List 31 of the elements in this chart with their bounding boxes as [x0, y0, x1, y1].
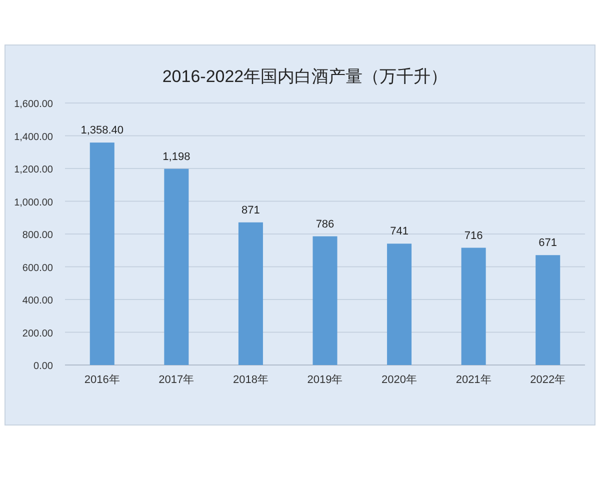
y-tick-label: 600.00 [22, 262, 54, 274]
y-tick-label: 0.00 [34, 361, 54, 372]
y-tick-label: 1,000.00 [14, 197, 54, 208]
data-label: 671 [538, 237, 558, 250]
x-tick-label: 2018年 [232, 374, 268, 386]
bar [387, 244, 412, 365]
y-tick-label: 1,600.00 [14, 99, 54, 110]
bar [536, 255, 560, 365]
data-label: 786 [316, 218, 334, 230]
bar [164, 168, 189, 365]
y-tick-label: 200.00 [22, 328, 54, 340]
x-tick-label: 2021年 [456, 374, 492, 386]
x-tick-label: 2020年 [382, 374, 418, 386]
x-tick-label: 2022年 [530, 374, 566, 386]
chart-title: 2016-2022年国内白酒产量（万千升） [162, 67, 448, 86]
data-label: 741 [390, 226, 408, 238]
bar [461, 248, 486, 365]
x-tick-label: 2016年 [84, 374, 120, 386]
bar [238, 222, 263, 365]
x-tick-label: 2019年 [307, 374, 343, 386]
x-tick-label: 2017年 [158, 374, 194, 386]
y-tick-label: 1,400.00 [14, 132, 54, 143]
y-tick-label: 800.00 [22, 230, 54, 241]
bar [90, 142, 114, 365]
data-label: 716 [464, 230, 483, 242]
data-label: 871 [242, 204, 260, 216]
y-tick-label: 400.00 [22, 296, 54, 306]
data-label: 1,198 [162, 150, 190, 163]
data-label: 1,358.40 [80, 124, 124, 137]
y-tick-label: 1,200.00 [14, 164, 54, 176]
bar [312, 236, 338, 365]
